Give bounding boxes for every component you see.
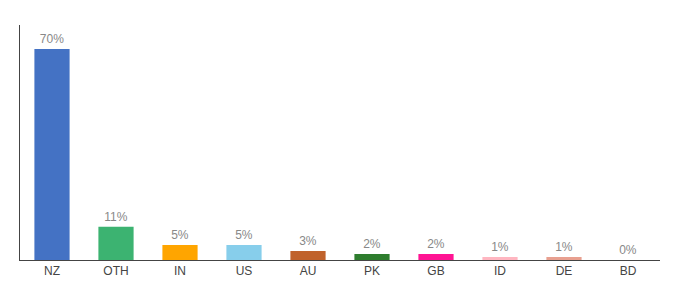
svg-text:5%: 5% (235, 228, 253, 242)
svg-text:GB: GB (427, 264, 444, 278)
svg-text:BD: BD (620, 264, 637, 278)
svg-text:3%: 3% (299, 234, 317, 248)
svg-text:2%: 2% (427, 237, 445, 251)
svg-text:2%: 2% (363, 237, 381, 251)
svg-text:US: US (236, 264, 253, 278)
svg-text:IN: IN (174, 264, 186, 278)
svg-text:11%: 11% (104, 210, 127, 224)
svg-text:ID: ID (494, 264, 506, 278)
svg-text:1%: 1% (491, 240, 509, 254)
svg-text:1%: 1% (555, 240, 573, 254)
svg-text:NZ: NZ (44, 264, 60, 278)
svg-text:DE: DE (556, 264, 573, 278)
svg-text:0%: 0% (619, 243, 637, 257)
svg-text:PK: PK (364, 264, 380, 278)
svg-text:5%: 5% (171, 228, 189, 242)
svg-text:AU: AU (300, 264, 317, 278)
svg-text:70%: 70% (40, 32, 64, 46)
svg-text:OTH: OTH (103, 264, 128, 278)
